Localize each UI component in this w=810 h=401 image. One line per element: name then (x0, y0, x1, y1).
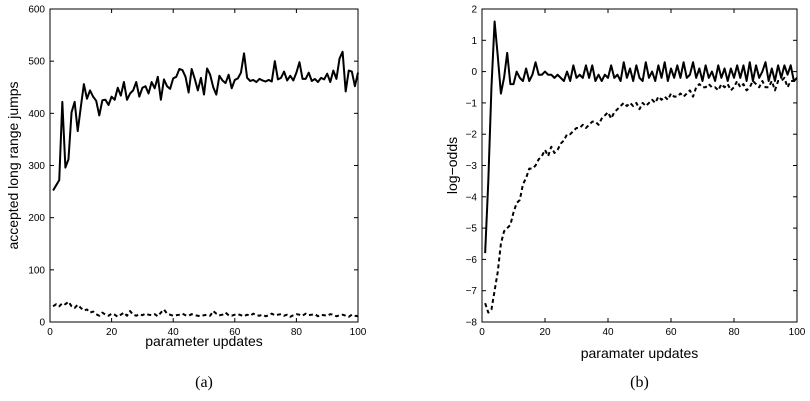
y-tick-label: 400 (28, 109, 45, 120)
y-tick-label: 1 (471, 36, 477, 47)
y-tick-label: 500 (28, 57, 45, 68)
chart-b: 0 20 40 60 80 100 −8 −7 −6 −5 −4 −3 −2 −1 0 1 2 paramater… (444, 5, 806, 392)
y-tick-label: −1 (466, 98, 478, 109)
y-tick-label: 0 (471, 67, 477, 78)
y-tick-label: −3 (466, 161, 478, 172)
series-line-dashed (52, 300, 359, 318)
x-tick-label: 0 (47, 327, 53, 338)
x-tick-label: 60 (665, 327, 677, 338)
x-axis-label: parameter updates (145, 333, 263, 349)
x-tick-label: 100 (350, 327, 367, 338)
x-tick-label: 0 (479, 327, 485, 338)
y-tick-label: 200 (28, 213, 45, 224)
y-axis-label: log−odds (444, 137, 460, 194)
x-tick-label: 40 (168, 327, 180, 338)
series-line-solid (52, 50, 359, 192)
x-tick-label: 100 (789, 327, 806, 338)
x-tick-label: 20 (106, 327, 118, 338)
y-axis-label: accepted long range jumps (5, 81, 21, 249)
y-tick-label: 0 (39, 318, 45, 329)
x-axis-label: paramater updates (581, 345, 699, 361)
series-line-dashed (484, 76, 797, 314)
x-tick-label: 80 (291, 327, 303, 338)
y-tick-label: −4 (466, 192, 478, 203)
y-tick-label: 300 (28, 161, 45, 172)
panel-caption: (a) (195, 374, 213, 391)
y-tick-label: −7 (466, 286, 478, 297)
y-tick-label: −5 (466, 224, 478, 235)
panel-caption: (b) (630, 374, 649, 391)
x-tick-label: 80 (728, 327, 740, 338)
y-tick-label: 2 (471, 5, 477, 16)
chart-a: 0 20 40 60 80 100 0 100 200 300 400 500 600 parameter… (5, 5, 367, 392)
x-tick-label: 60 (229, 327, 241, 338)
x-tick-label: 20 (539, 327, 551, 338)
y-tick-label: 100 (28, 265, 45, 276)
plot-frame (49, 8, 359, 323)
plot-frame (481, 8, 798, 323)
y-tick-label: 600 (28, 5, 45, 16)
series-line-solid (484, 20, 798, 254)
x-tick-label: 40 (602, 327, 614, 338)
y-tick-label: −8 (466, 318, 478, 329)
y-tick-label: −2 (466, 130, 478, 141)
y-tick-label: −6 (466, 255, 478, 266)
